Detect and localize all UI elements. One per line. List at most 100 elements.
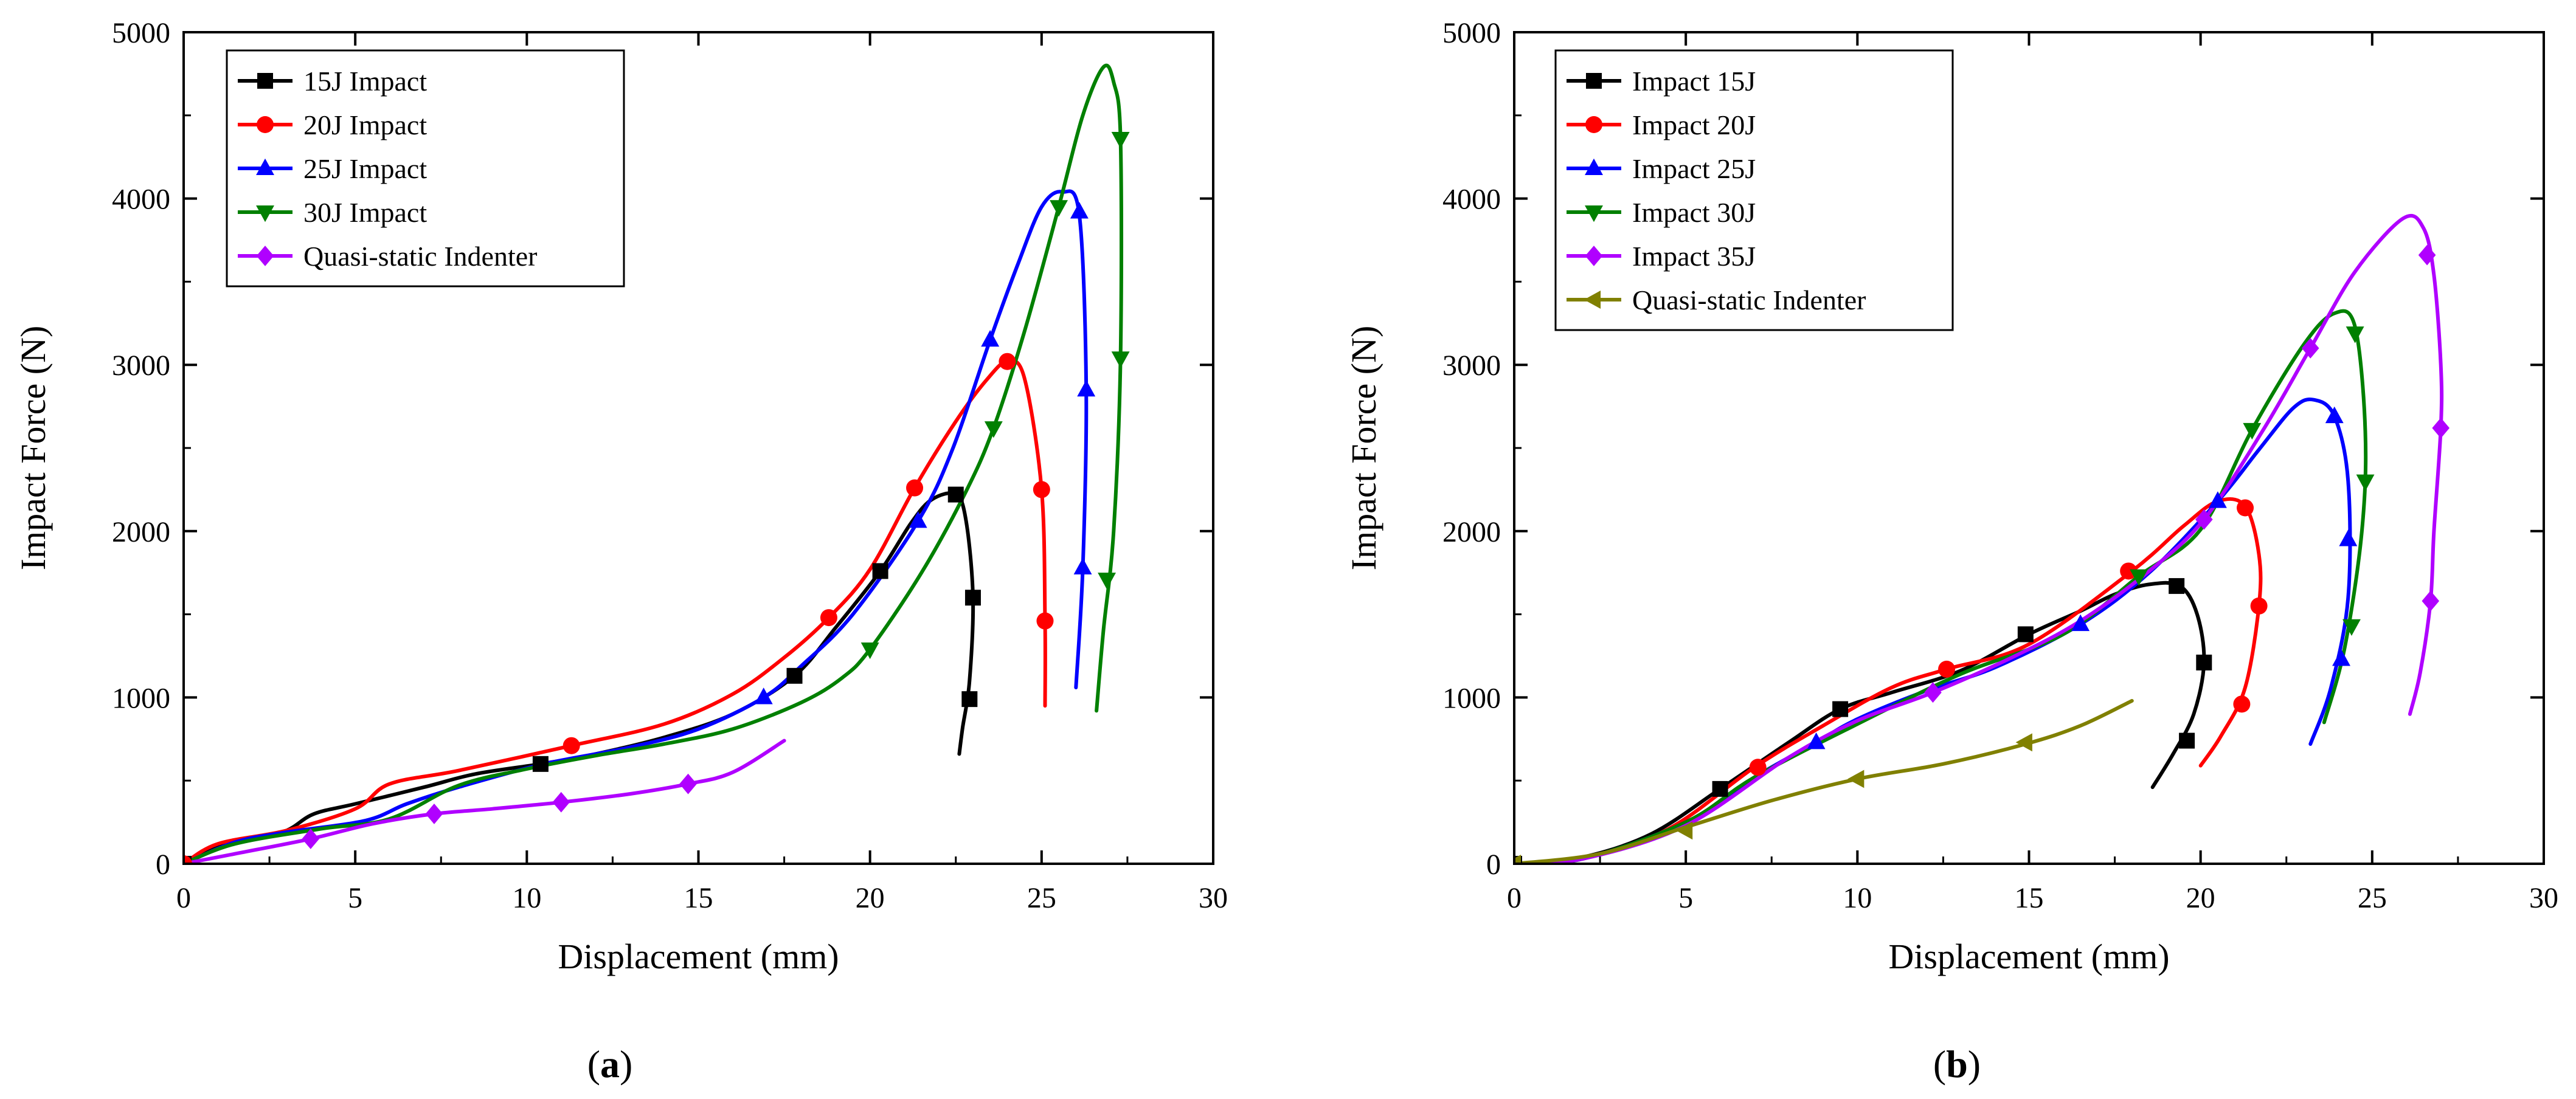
x-tick-label: 0 bbox=[176, 882, 191, 914]
y-tick-label: 2000 bbox=[1442, 516, 1501, 548]
legend-label: Impact 25J bbox=[1632, 153, 1756, 184]
y-tick-label: 5000 bbox=[112, 17, 170, 49]
legend-marker bbox=[1584, 291, 1601, 309]
data-point-s4-1 bbox=[860, 643, 879, 660]
y-axis-title: Impact Force (N) bbox=[13, 326, 53, 571]
series-line-6 bbox=[1514, 698, 2134, 864]
legend-marker bbox=[256, 205, 274, 222]
data-point-s3-3 bbox=[2208, 491, 2227, 508]
data-point-s4-3 bbox=[1050, 200, 1068, 217]
series-line-1 bbox=[184, 491, 975, 864]
legend-marker bbox=[1586, 73, 1602, 89]
data-point-s2-2 bbox=[563, 737, 580, 754]
data-point-s1-7 bbox=[2179, 732, 2195, 749]
series-line-3 bbox=[1514, 397, 2352, 864]
legend-marker bbox=[256, 246, 274, 266]
legend-item: Quasi-static Indenter bbox=[1567, 284, 1866, 315]
data-point-s4-1 bbox=[2130, 569, 2148, 586]
data-point-s2-6 bbox=[2233, 695, 2251, 713]
data-point-s2-4 bbox=[2237, 499, 2254, 517]
y-tick-label: 2000 bbox=[112, 516, 170, 548]
data-point-s6-3 bbox=[1847, 770, 1864, 788]
legend-label: Quasi-static Indenter bbox=[1632, 284, 1866, 315]
y-axis-title: Impact Force (N) bbox=[1344, 326, 1383, 571]
legend-item: Impact 30J bbox=[1567, 197, 1756, 228]
legend-item: Quasi-static Indenter bbox=[238, 241, 537, 272]
series-line-4 bbox=[184, 63, 1124, 864]
legend-marker bbox=[257, 116, 274, 133]
series-line-5 bbox=[184, 739, 786, 864]
legend-marker bbox=[1585, 246, 1603, 266]
plot-area bbox=[184, 63, 1130, 864]
x-tick-label: 25 bbox=[1027, 882, 1056, 914]
data-point-s4-3 bbox=[2346, 326, 2364, 343]
legend-item: Impact 35J bbox=[1567, 241, 1756, 272]
legend-item: Impact 25J bbox=[1567, 153, 1756, 184]
panel-caption: (a) bbox=[587, 1042, 633, 1086]
data-point-s5-5 bbox=[2432, 418, 2450, 439]
x-tick-label: 30 bbox=[1199, 882, 1228, 914]
legend-label: 20J Impact bbox=[303, 109, 427, 140]
legend-label: 15J Impact bbox=[303, 66, 427, 97]
y-tick-label: 0 bbox=[156, 849, 170, 881]
chart-panel-b: 0 5 10 15 20 25 30 0 1000 2000 3000 4000 5000 Displac… bbox=[1344, 17, 2558, 1086]
x-tick-label: 5 bbox=[348, 882, 362, 914]
data-point-s1-2 bbox=[1712, 780, 1728, 797]
y-tick-label: 1000 bbox=[112, 682, 170, 714]
x-axis-title: Displacement (mm) bbox=[558, 937, 839, 976]
series-line-2 bbox=[184, 359, 1047, 864]
data-point-s4-5 bbox=[2342, 619, 2361, 636]
data-point-s1-4 bbox=[2017, 626, 2034, 643]
legend-item: Impact 20J bbox=[1567, 109, 1756, 140]
x-tick-label: 10 bbox=[1843, 882, 1872, 914]
data-point-s1-3 bbox=[786, 667, 803, 684]
data-point-s6-4 bbox=[2015, 733, 2032, 752]
series-line-4 bbox=[1514, 309, 2368, 864]
plot-area bbox=[1514, 213, 2450, 864]
x-tick-label: 20 bbox=[856, 882, 885, 914]
legend-marker bbox=[1585, 116, 1602, 133]
data-point-s3-1 bbox=[1807, 732, 1826, 749]
legend-marker bbox=[1585, 205, 1603, 222]
y-tick-label: 3000 bbox=[112, 350, 170, 382]
data-point-s1-3 bbox=[1832, 701, 1849, 717]
series-line-2 bbox=[1514, 497, 2263, 864]
legend-item: 15J Impact bbox=[238, 66, 427, 97]
data-point-s3-3 bbox=[981, 329, 1000, 347]
data-point-s1-5 bbox=[2169, 578, 2185, 594]
x-tick-label: 15 bbox=[684, 882, 713, 914]
legend-marker bbox=[1585, 158, 1603, 176]
legend-item: Impact 15J bbox=[1567, 66, 1756, 97]
legend-label: Quasi-static Indenter bbox=[303, 241, 537, 272]
data-point-s1-5 bbox=[947, 486, 964, 503]
legend-label: 25J Impact bbox=[303, 153, 427, 184]
data-point-s5-3 bbox=[2301, 337, 2319, 359]
x-tick-label: 10 bbox=[512, 882, 541, 914]
x-tick-label: 25 bbox=[2358, 882, 2387, 914]
x-tick-label: 0 bbox=[1507, 882, 1522, 914]
data-point-s4-5 bbox=[1111, 351, 1130, 368]
data-point-s3-5 bbox=[2339, 529, 2358, 546]
legend: Impact 15J Impact 20J Impact 25J Impact 30J… bbox=[1554, 49, 1954, 331]
data-point-s1-6 bbox=[964, 590, 981, 606]
data-point-s2-2 bbox=[1938, 660, 1956, 678]
data-point-s4-2 bbox=[984, 421, 1003, 438]
data-point-s2-5 bbox=[2250, 597, 2268, 615]
legend-item: 25J Impact bbox=[238, 153, 427, 184]
y-tick-label: 4000 bbox=[1442, 184, 1501, 216]
data-point-s3-6 bbox=[2332, 649, 2350, 666]
data-point-s5-2 bbox=[425, 804, 443, 824]
data-point-s4-4 bbox=[2356, 474, 2375, 491]
data-point-s6-1 bbox=[1514, 855, 1522, 864]
data-point-s2-1 bbox=[184, 855, 192, 864]
data-point-s6-2 bbox=[1675, 821, 1693, 840]
legend-label: Impact 20J bbox=[1632, 109, 1756, 140]
data-point-s3-2 bbox=[909, 511, 927, 528]
data-point-s4-4 bbox=[1111, 132, 1130, 149]
data-point-s5-4 bbox=[2418, 244, 2436, 266]
data-point-s2-3 bbox=[820, 609, 837, 627]
y-tick-label: 3000 bbox=[1442, 350, 1501, 382]
data-point-s2-1 bbox=[1749, 759, 1767, 776]
data-point-s5-2 bbox=[2195, 509, 2213, 530]
